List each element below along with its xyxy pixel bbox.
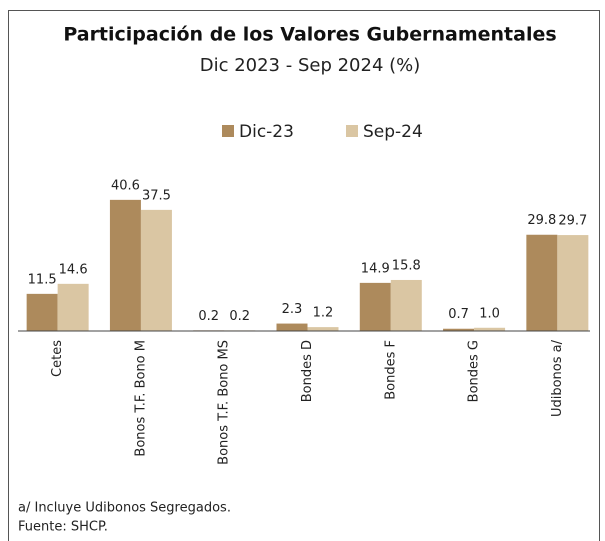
legend-label: Dic-23 xyxy=(239,122,294,142)
bar xyxy=(474,327,506,331)
data-label: 1.2 xyxy=(313,306,334,321)
bar xyxy=(26,293,58,331)
x-tick-label: Cetes xyxy=(50,340,65,377)
source: Fuente: SHCP. xyxy=(18,520,108,535)
bar xyxy=(109,199,141,331)
legend-swatch xyxy=(346,125,358,137)
x-tick-label: Bondes F xyxy=(383,340,398,400)
bar xyxy=(557,235,589,331)
x-tick-label: Udibonos a/ xyxy=(550,339,565,417)
chart-title: Participación de los Valores Gubernament… xyxy=(63,24,556,46)
x-tick-label: Bonos T.F. Bono MS xyxy=(217,340,232,465)
x-tick-label: Bondes G xyxy=(467,340,482,402)
bar xyxy=(443,328,475,331)
bar xyxy=(390,279,422,331)
data-label: 0.7 xyxy=(448,307,469,322)
footnote: a/ Incluye Udibonos Segregados. xyxy=(18,501,231,516)
data-label: 0.2 xyxy=(229,309,250,324)
data-label: 2.3 xyxy=(282,302,303,317)
bar xyxy=(307,327,339,331)
bar xyxy=(140,209,172,331)
x-tick-label: Bondes D xyxy=(300,340,315,402)
bar xyxy=(359,282,391,331)
bar xyxy=(57,283,89,331)
legend-swatch xyxy=(222,125,234,137)
data-label: 11.5 xyxy=(28,272,57,287)
frame xyxy=(8,10,600,541)
data-label: 14.6 xyxy=(59,262,88,277)
chart-subtitle: Dic 2023 - Sep 2024 (%) xyxy=(200,55,421,76)
legend-label: Sep-24 xyxy=(363,122,423,142)
bar xyxy=(276,323,308,331)
data-label: 37.5 xyxy=(142,188,171,203)
data-label: 15.8 xyxy=(392,258,421,273)
data-label: 40.6 xyxy=(111,178,140,193)
data-label: 29.8 xyxy=(527,213,556,228)
x-tick-label: Bonos T.F. Bono M xyxy=(133,340,148,457)
bar xyxy=(526,234,558,331)
data-label: 1.0 xyxy=(479,306,500,321)
data-label: 0.2 xyxy=(198,309,219,324)
data-label: 14.9 xyxy=(361,261,390,276)
data-label: 29.7 xyxy=(558,214,587,229)
